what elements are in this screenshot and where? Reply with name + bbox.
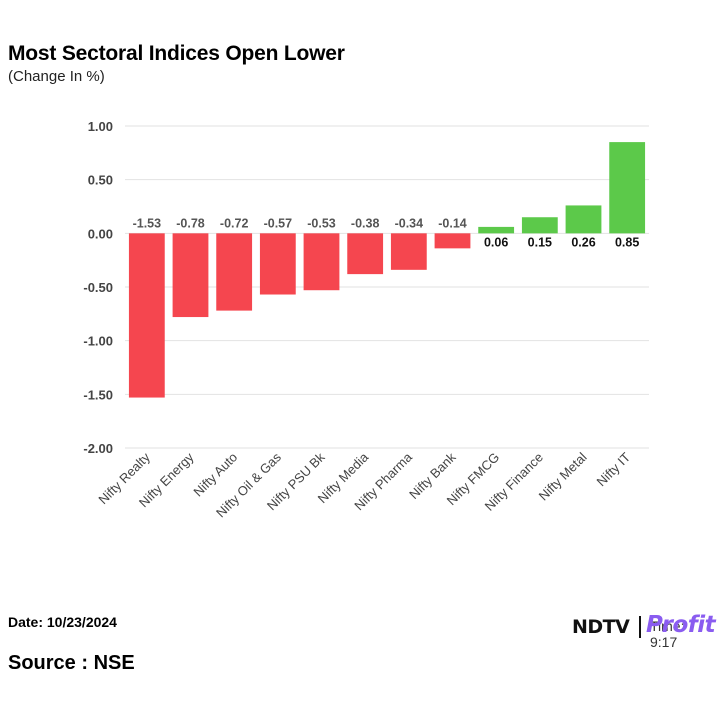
x-tick-label: Nifty IT [594, 449, 634, 489]
date-label: Date: 10/23/2024 [8, 614, 117, 630]
bar [172, 233, 209, 318]
bar [521, 217, 558, 234]
data-label: 0.85 [615, 235, 639, 249]
bar [609, 142, 646, 234]
y-tick-label: 1.00 [88, 119, 113, 134]
data-label: -0.53 [307, 216, 336, 230]
data-label: -0.78 [176, 216, 205, 230]
y-tick-label: -1.50 [83, 387, 113, 402]
bar [259, 233, 296, 295]
y-tick-label: -2.00 [83, 441, 113, 456]
data-label: 0.15 [528, 235, 552, 249]
bar [347, 233, 384, 275]
bar [565, 205, 602, 234]
data-label: -0.34 [395, 216, 424, 230]
y-tick-label: 0.00 [88, 226, 113, 241]
y-tick-label: -0.50 [83, 280, 113, 295]
bar-chart: 1.00 0.50 0.00 -0.50 -1.00 -1.50 -2.00 -1.53 Nif… [83, 119, 649, 520]
bar [390, 233, 427, 270]
chart-subtitle: (Change In %) [8, 68, 105, 85]
data-label: -0.72 [220, 216, 249, 230]
bar [434, 233, 471, 249]
logo-separator [639, 616, 641, 638]
bar [303, 233, 340, 291]
bar [478, 226, 515, 234]
data-label: -0.57 [264, 216, 293, 230]
x-tick-label: Nifty Metal [536, 449, 590, 503]
data-label: 0.26 [571, 235, 595, 249]
y-tick-label: 0.50 [88, 173, 113, 188]
time-label: Time: 9:17 [650, 618, 685, 650]
logo-profit: Profit [646, 612, 716, 638]
data-label: -0.38 [351, 216, 380, 230]
bar [216, 233, 253, 311]
ndtv-profit-logo: NDTV Time: 9:17 Profit [572, 612, 716, 650]
source-label: Source : NSE [8, 652, 135, 674]
bar [128, 233, 165, 398]
data-label: -0.14 [438, 216, 467, 230]
y-tick-label: -1.00 [83, 334, 113, 349]
logo-ndtv: NDTV [572, 616, 630, 638]
data-label: -1.53 [133, 216, 162, 230]
chart-title: Most Sectoral Indices Open Lower [8, 42, 345, 65]
data-label: 0.06 [484, 235, 508, 249]
